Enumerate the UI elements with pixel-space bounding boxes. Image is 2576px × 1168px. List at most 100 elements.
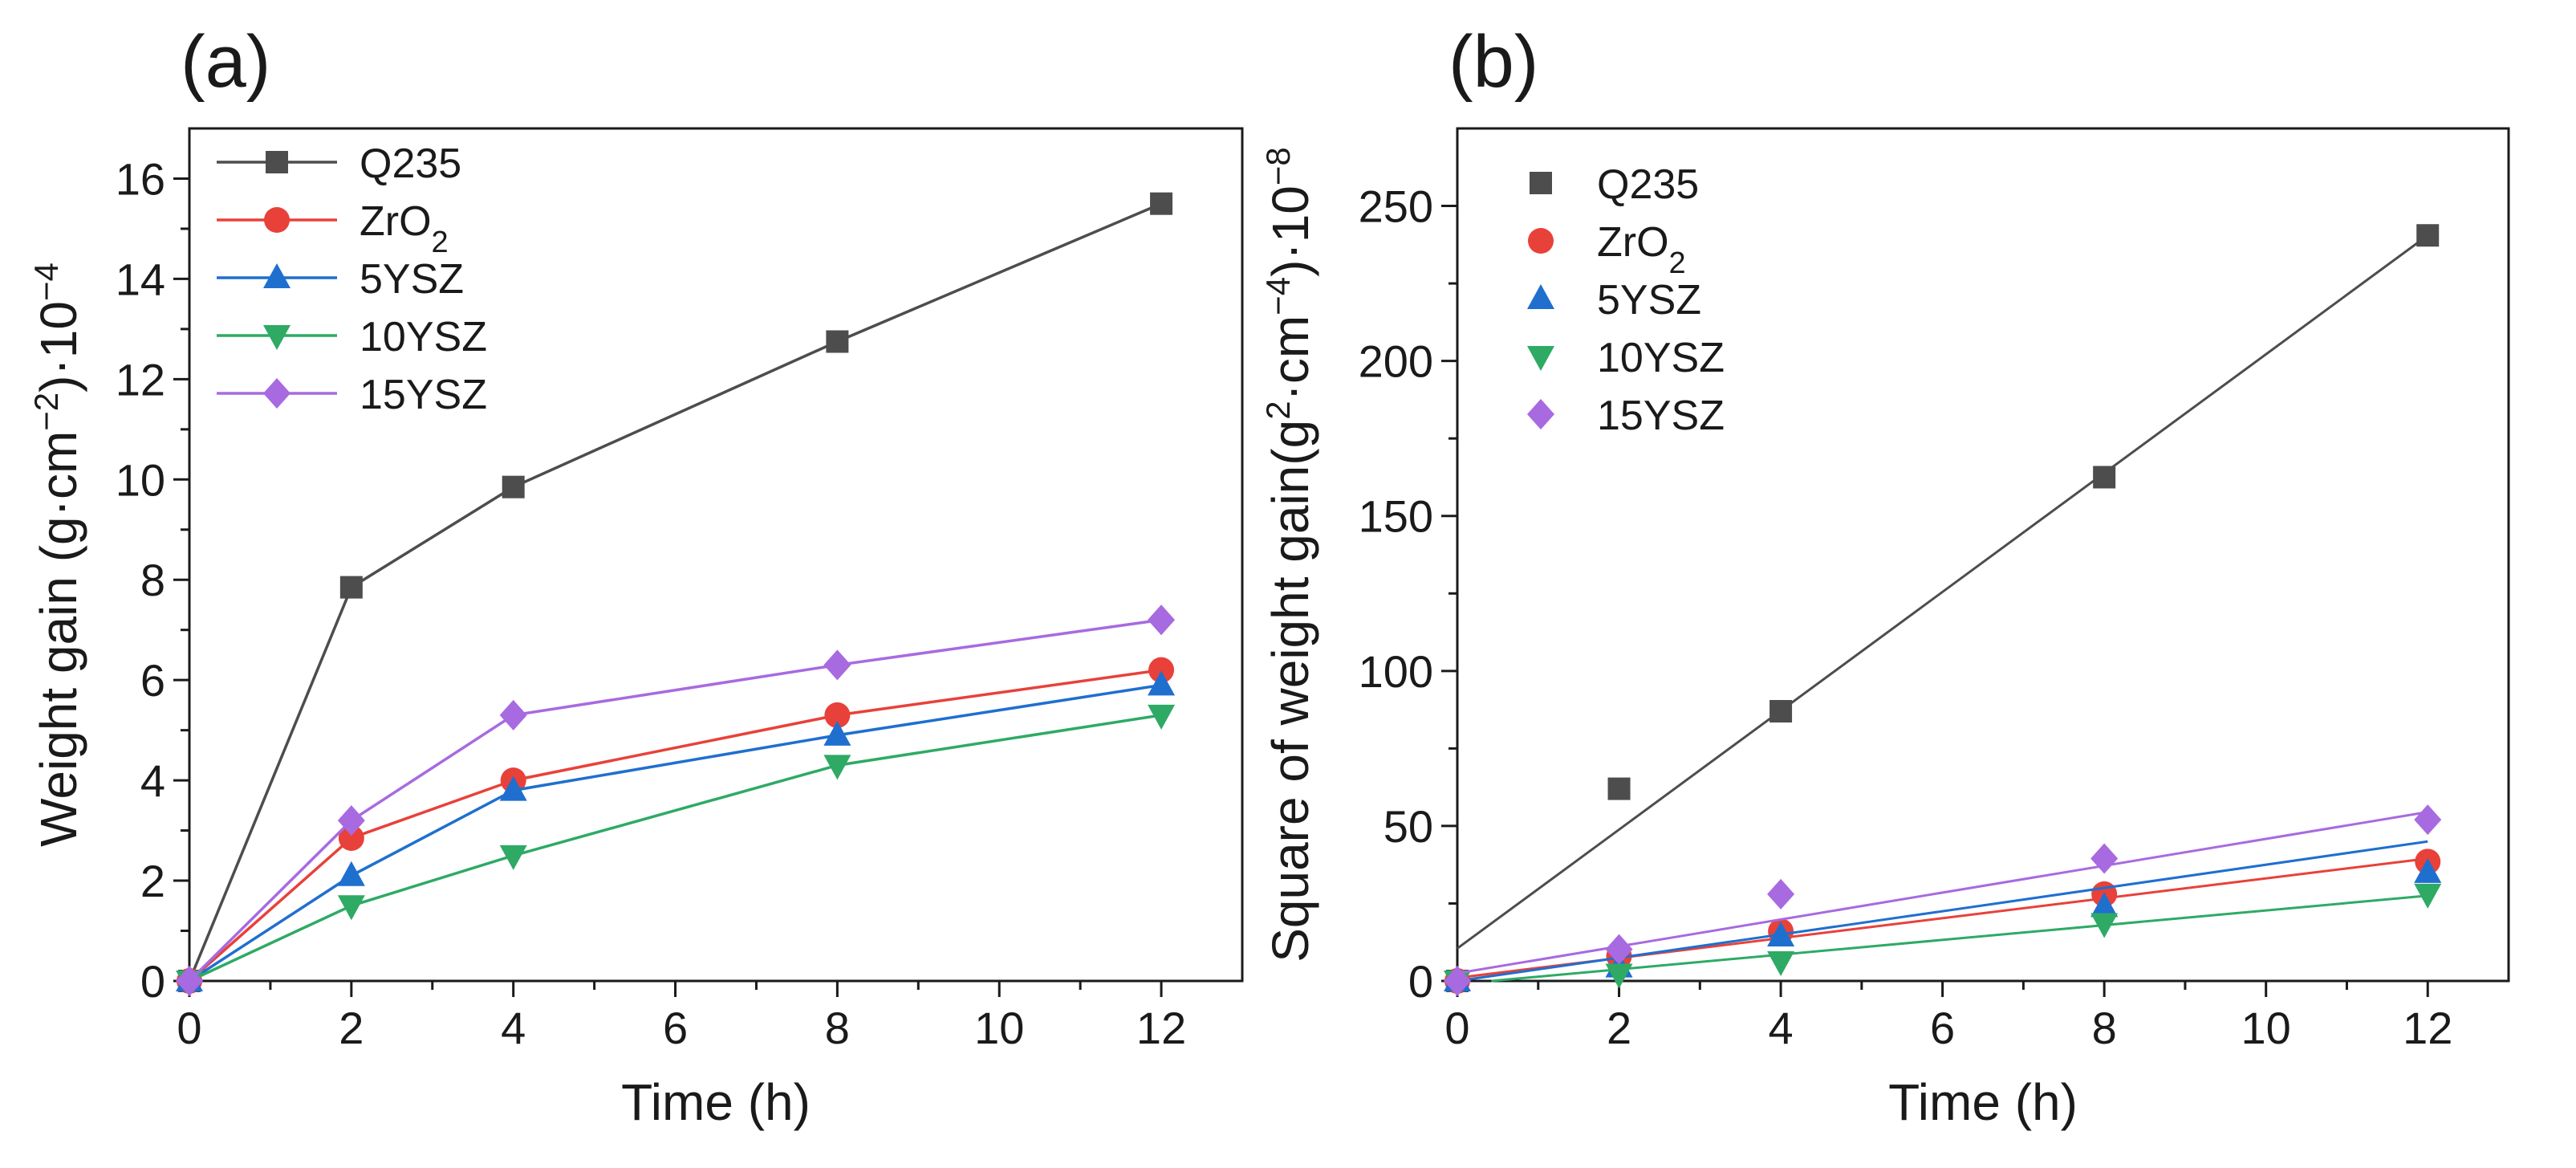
panel-b-x-axis-title: Time (h) [1888, 1073, 2078, 1131]
panel-b-y-axis-title: Square of weight gain(g2·cm−4)·10−8 [1259, 147, 1320, 962]
panel-a-y-title-sup: −2 [27, 393, 65, 431]
panel-a-plot-frame [188, 127, 1244, 983]
panel-a-legend-marker [266, 151, 288, 173]
panel-b-legend-name: 5YSZ [1597, 277, 1701, 324]
panel-a-y-title-text-2: )·10 [30, 301, 87, 393]
panel-b-data-point [1444, 966, 1471, 996]
panel-a-y-tick-label: 12 [116, 354, 165, 405]
panel-a-data-point [1148, 604, 1176, 636]
panel-b-legend-name: 15YSZ [1597, 393, 1725, 439]
panel-a-series-line [188, 668, 1162, 983]
panel-a-y-tick-label: 0 [140, 956, 165, 1007]
panel-a-legend-marker [264, 207, 290, 233]
panel-b-data-point [2090, 892, 2119, 918]
panel-a-data-point [823, 649, 851, 681]
panel-a-legend-label: Q235 [360, 140, 461, 187]
panel-a-x-axis-title: Time (h) [621, 1073, 811, 1131]
panel-a-data-point [1148, 670, 1176, 696]
panel-a-x-tick-label: 0 [177, 1003, 201, 1053]
panel-b-legend-marker [1527, 346, 1554, 371]
panel-b-legend-item: 10YSZ [1527, 335, 1725, 381]
panel-a-series-line [189, 714, 1162, 983]
panel-b-legend-marker [1527, 399, 1554, 429]
panel-a-y-tick-label: 2 [140, 856, 165, 906]
panel-b-y-title-exponent: −8 [1259, 147, 1297, 185]
panel-a-data-point [502, 475, 525, 499]
panel-a-x-tick-label: 12 [1136, 1003, 1186, 1053]
panel-a-data-point [823, 720, 851, 746]
panel-b-series-q235 [1446, 224, 2440, 992]
panel-b-y-tick-label: 50 [1383, 801, 1433, 852]
panel-a: (a) 0 2 4 6 8 10 12 0 2 4 6 8 10 12 14 16 Time (h) Weight … [27, 21, 1244, 1131]
panel-b-y-tick-label: 100 [1359, 646, 1433, 697]
panel-b-x-tick-label: 6 [1930, 1003, 1955, 1053]
panel-a-data-point [1148, 657, 1175, 683]
panel-b-data-point [1607, 777, 1631, 800]
panel-b-data-point [1767, 951, 1795, 977]
panel-a-series-15ysz [176, 604, 1176, 996]
panel-b-legend-label: 10YSZ [1597, 335, 1725, 381]
panel-b-series-15ysz [1444, 804, 2442, 996]
panel-a-legend-name: 15YSZ [360, 372, 487, 418]
panel-b-fit-line [1457, 234, 2429, 950]
panel-a-data-point [337, 805, 365, 836]
panel-a-legend-marker [263, 378, 291, 409]
panel-a-legend-label: 10YSZ [360, 314, 487, 360]
panel-b-legend-marker [1528, 228, 1554, 254]
panel-a-y-tick-label: 6 [140, 655, 165, 706]
panel-a-legend-label: 15YSZ [360, 372, 487, 418]
panel-b-x-tick-label: 8 [2092, 1003, 2117, 1053]
panel-a-y-tick-label: 14 [116, 254, 165, 304]
panel-b-x-tick-label: 10 [2241, 1003, 2291, 1053]
panel-a-y-title-text: Weight gain (g·cm [30, 431, 87, 847]
panel-a-legend-label: 5YSZ [360, 256, 464, 303]
panel-a-x-tick-label: 4 [501, 1003, 526, 1053]
panel-b-fit-line [1457, 840, 2428, 983]
panel-b-y-title-sup-2: −4 [1259, 277, 1297, 315]
panel-a-series-line [188, 618, 1162, 983]
panel-a-legend-label: ZrO2 [360, 198, 449, 259]
panel-b-data-point [1605, 934, 1633, 965]
panel-a-legend-name: ZrO [360, 198, 432, 245]
panel-b-data-point [1769, 700, 1793, 723]
panel-a-letter: (a) [181, 21, 270, 103]
panel-b-fit-line [1457, 811, 2428, 975]
panel-b-series-5ysz [1444, 840, 2442, 991]
panel-b-data-point [1605, 963, 1633, 989]
panel-a-data-point [499, 775, 527, 801]
panel-a-data-point [337, 861, 365, 886]
panel-b-x-tick-label: 2 [1607, 1003, 1631, 1053]
panel-b-x-tick-label: 12 [2403, 1003, 2452, 1053]
panel-b-data-point [2416, 224, 2440, 247]
panel-a-y-title-exponent: −4 [27, 262, 65, 301]
panel-b-legend-item: 5YSZ [1527, 277, 1701, 324]
panel-a-x-tick-label: 10 [974, 1003, 1024, 1053]
panel-b-letter: (b) [1448, 21, 1538, 103]
panel-b-data-point [2090, 843, 2119, 874]
panel-a-y-tick-label: 16 [116, 153, 165, 204]
panel-a-legend-subscript: 2 [432, 226, 449, 259]
panel-a-legend-name: Q235 [360, 140, 461, 187]
panel-b-data-point [2090, 913, 2119, 938]
panel-b-y-title-text: Square of weight gain(g [1262, 420, 1319, 962]
panel-a-legend-item: ZrO2 [217, 198, 449, 259]
panel-a-series-q235 [178, 192, 1173, 992]
panel-b-y-tick-label: 150 [1359, 491, 1433, 542]
panel-b-legend-label: Q235 [1597, 161, 1699, 208]
panel-a-x-tick-label: 6 [663, 1003, 688, 1053]
panel-a-data-point [176, 966, 203, 996]
panel-b-data-point [2414, 804, 2442, 836]
panel-a-series-5ysz [176, 670, 1176, 991]
panel-a-y-axis-title: Weight gain (g·cm−2)·10−4 [27, 262, 88, 847]
panel-a-legend-name: 5YSZ [360, 256, 464, 303]
panel-b-y-tick-label: 250 [1359, 181, 1433, 232]
panel-a-data-point [824, 702, 851, 728]
panel-b-y-title-text-2: ·cm [1262, 315, 1319, 401]
panel-a-data-point [826, 330, 849, 353]
panel-b-legend-name: Q235 [1597, 161, 1699, 208]
panel-b-x-tick-label: 0 [1444, 1003, 1469, 1053]
panel-b-legend-marker [1527, 284, 1554, 309]
